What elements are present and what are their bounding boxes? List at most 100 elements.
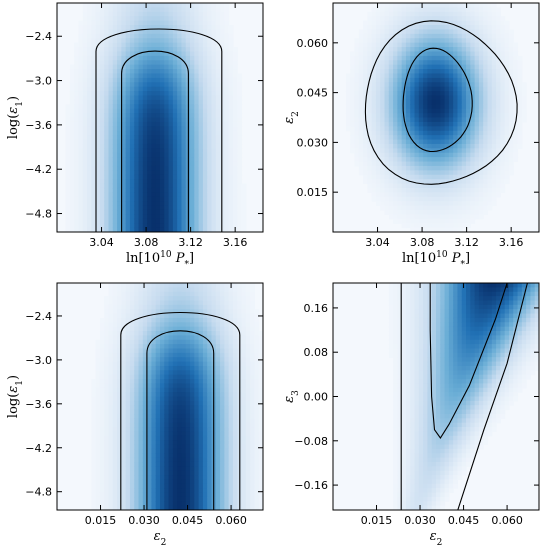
- density-cell: [151, 55, 157, 61]
- density-cell: [108, 496, 114, 502]
- density-cell: [375, 38, 381, 44]
- density-cell: [457, 143, 463, 149]
- density-cell: [164, 143, 170, 149]
- density-cell: [440, 121, 446, 127]
- density-cell: [78, 192, 84, 198]
- density-cell: [168, 348, 174, 354]
- density-cell: [155, 113, 161, 119]
- density-cell: [104, 11, 110, 17]
- density-cell: [405, 126, 411, 132]
- density-cell: [129, 365, 135, 371]
- density-cell: [129, 139, 135, 145]
- density-cell: [388, 126, 394, 132]
- density-cell: [129, 291, 135, 297]
- density-cell: [172, 392, 178, 398]
- density-cell: [65, 117, 71, 123]
- density-cell: [444, 82, 450, 88]
- density-cell: [160, 427, 165, 433]
- density-cell: [125, 470, 131, 476]
- density-cell: [453, 69, 459, 75]
- density-cell: [74, 135, 80, 141]
- density-cell: [172, 435, 178, 441]
- density-cell: [478, 139, 484, 145]
- density-cell: [461, 161, 467, 167]
- density-cell: [138, 348, 144, 354]
- density-cell: [237, 86, 243, 92]
- density-cell: [237, 130, 243, 136]
- density-cell: [444, 196, 450, 202]
- density-cell: [350, 73, 356, 79]
- density-cell: [129, 104, 135, 110]
- density-cell: [155, 409, 161, 415]
- density-cell: [108, 121, 114, 127]
- density-cell: [177, 409, 183, 415]
- density-cell: [440, 183, 446, 189]
- density-cell: [168, 453, 174, 459]
- density-cell: [474, 25, 480, 31]
- density-cell: [129, 409, 135, 415]
- density-cell: [232, 152, 238, 158]
- density-cell: [112, 317, 118, 323]
- density-cell: [474, 113, 480, 119]
- density-cell: [99, 196, 105, 202]
- density-cell: [91, 139, 97, 145]
- density-cell: [129, 152, 135, 158]
- density-cell: [155, 183, 161, 189]
- density-cell: [427, 174, 433, 180]
- density-cell: [194, 174, 200, 180]
- density-cell: [160, 431, 165, 437]
- density-cell: [232, 170, 238, 176]
- density-cell: [95, 152, 101, 158]
- density-cell: [172, 361, 178, 367]
- density-cell: [155, 488, 161, 494]
- density-cell: [423, 121, 429, 127]
- density-cell: [478, 33, 484, 39]
- density-cell: [129, 227, 135, 232]
- density-cell: [237, 165, 243, 171]
- density-cell: [414, 157, 420, 163]
- density-cell: [500, 73, 506, 79]
- density-cell: [453, 148, 459, 154]
- density-cell: [211, 86, 217, 92]
- density-cell: [198, 16, 204, 22]
- density-cell: [99, 457, 105, 463]
- density-cell: [125, 126, 131, 132]
- density-cell: [112, 205, 118, 211]
- density-cell: [78, 214, 84, 220]
- density-cell: [500, 16, 506, 22]
- density-cell: [142, 422, 148, 428]
- density-cell: [160, 64, 165, 70]
- density-cell: [453, 152, 459, 158]
- density-cell: [517, 99, 523, 105]
- density-cell: [129, 326, 135, 332]
- density-cell: [228, 77, 234, 83]
- density-cell: [384, 130, 390, 136]
- density-cell: [147, 161, 153, 167]
- density-cell: [444, 55, 450, 61]
- density-cell: [87, 227, 92, 232]
- density-cell: [138, 461, 144, 467]
- density-cell: [138, 505, 144, 510]
- density-cell: [91, 405, 97, 411]
- density-cell: [190, 126, 195, 132]
- density-cell: [108, 352, 114, 358]
- density-cell: [95, 126, 101, 132]
- density-cell: [491, 139, 497, 145]
- density-cell: [354, 51, 360, 57]
- density-cell: [134, 209, 140, 215]
- density-cell: [350, 113, 356, 119]
- density-cell: [91, 400, 97, 406]
- density-cell: [129, 396, 135, 402]
- density-cell: [121, 370, 127, 376]
- density-cell: [155, 501, 161, 507]
- density-cell: [172, 287, 178, 293]
- density-cell: [453, 108, 459, 114]
- density-cell: [108, 492, 114, 498]
- density-cell: [177, 29, 183, 35]
- density-cell: [457, 205, 463, 211]
- density-cell: [384, 139, 390, 145]
- density-cell: [138, 444, 144, 450]
- density-cell: [457, 196, 463, 202]
- density-cell: [194, 121, 200, 127]
- density-cell: [142, 192, 148, 198]
